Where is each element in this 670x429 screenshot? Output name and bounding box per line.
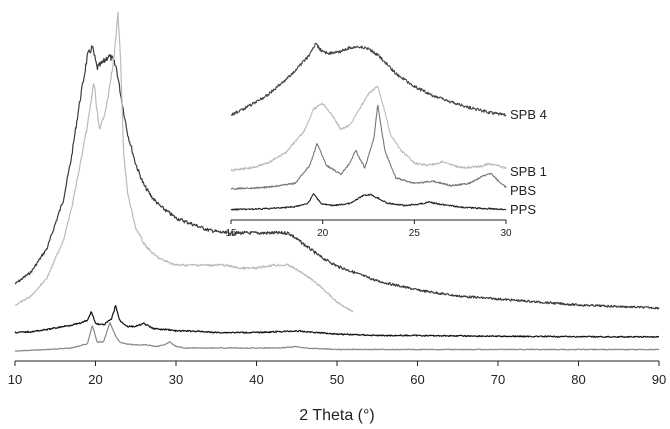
series-label-pbs: PBS <box>510 183 536 198</box>
main-x-tick-label: 70 <box>491 372 505 387</box>
series-label-spb1: SPB 1 <box>510 164 547 179</box>
inset-x-tick-label: 20 <box>317 228 329 239</box>
main-x-axis-label: 2 Theta (°) <box>299 407 374 424</box>
main-x-tick-label: 50 <box>330 372 344 387</box>
main-curves <box>14 11 660 352</box>
main-series-line-3 <box>14 305 659 339</box>
series-label-pps: PPS <box>510 202 536 217</box>
inset-x-tick-label: 25 <box>409 228 421 239</box>
inset-plot: 15 20 25 30 SPB 4 SPB 1 PBS PPS <box>225 42 547 239</box>
main-x-ticks: 10 20 30 40 50 60 70 80 90 <box>8 361 666 387</box>
main-x-tick-label: 90 <box>652 372 666 387</box>
inset-series-line-3 <box>230 104 507 190</box>
main-x-tick-label: 40 <box>249 372 263 387</box>
main-plot: 10 20 30 40 50 60 70 80 90 2 Theta (°) <box>8 11 666 424</box>
main-x-tick-label: 10 <box>8 372 22 387</box>
inset-x-ticks: 15 20 25 30 <box>225 220 512 239</box>
main-x-tick-label: 80 <box>571 372 585 387</box>
main-x-tick-label: 30 <box>169 372 183 387</box>
main-x-tick-label: 60 <box>410 372 424 387</box>
inset-x-tick-label: 30 <box>500 228 512 239</box>
inset-series-line-1 <box>230 42 507 117</box>
inset-series-line-2 <box>230 85 507 172</box>
inset-series-labels: SPB 4 SPB 1 PBS PPS <box>510 107 547 217</box>
main-series-line-4 <box>14 322 660 352</box>
inset-curves <box>230 42 507 211</box>
series-label-spb4: SPB 4 <box>510 107 547 122</box>
inset-x-tick-label: 15 <box>225 228 237 239</box>
main-series-line-1 <box>14 45 660 310</box>
main-x-tick-label: 20 <box>88 372 102 387</box>
main-series-line-2 <box>14 11 354 313</box>
inset-series-line-4 <box>230 193 507 211</box>
